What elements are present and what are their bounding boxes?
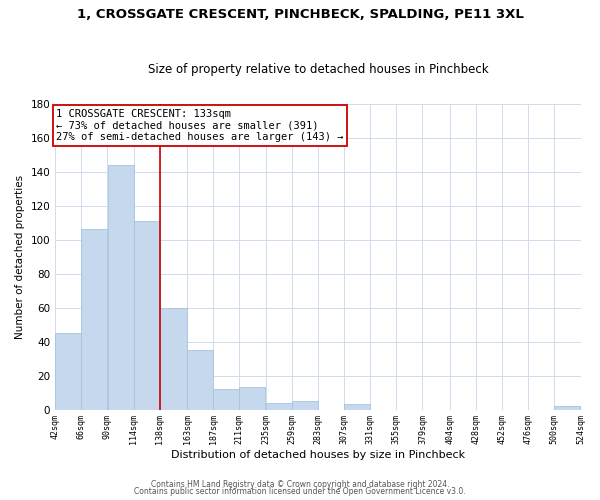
Bar: [187, 350, 213, 410]
Bar: [82, 230, 107, 410]
Bar: [266, 403, 292, 409]
Text: 1, CROSSGATE CRESCENT, PINCHBECK, SPALDING, PE11 3XL: 1, CROSSGATE CRESCENT, PINCHBECK, SPALDI…: [77, 8, 523, 20]
Bar: [239, 388, 265, 409]
Bar: [344, 404, 370, 409]
X-axis label: Distribution of detached houses by size in Pinchbeck: Distribution of detached houses by size …: [171, 450, 465, 460]
Text: 1 CROSSGATE CRESCENT: 133sqm
← 73% of detached houses are smaller (391)
27% of s: 1 CROSSGATE CRESCENT: 133sqm ← 73% of de…: [56, 108, 344, 142]
Bar: [134, 221, 160, 410]
Text: Contains public sector information licensed under the Open Government Licence v3: Contains public sector information licen…: [134, 488, 466, 496]
Bar: [554, 406, 580, 409]
Bar: [55, 333, 81, 409]
Y-axis label: Number of detached properties: Number of detached properties: [15, 174, 25, 338]
Bar: [292, 401, 318, 409]
Bar: [160, 308, 187, 410]
Bar: [214, 389, 239, 409]
Title: Size of property relative to detached houses in Pinchbeck: Size of property relative to detached ho…: [148, 63, 488, 76]
Bar: [107, 165, 134, 410]
Text: Contains HM Land Registry data © Crown copyright and database right 2024.: Contains HM Land Registry data © Crown c…: [151, 480, 449, 489]
